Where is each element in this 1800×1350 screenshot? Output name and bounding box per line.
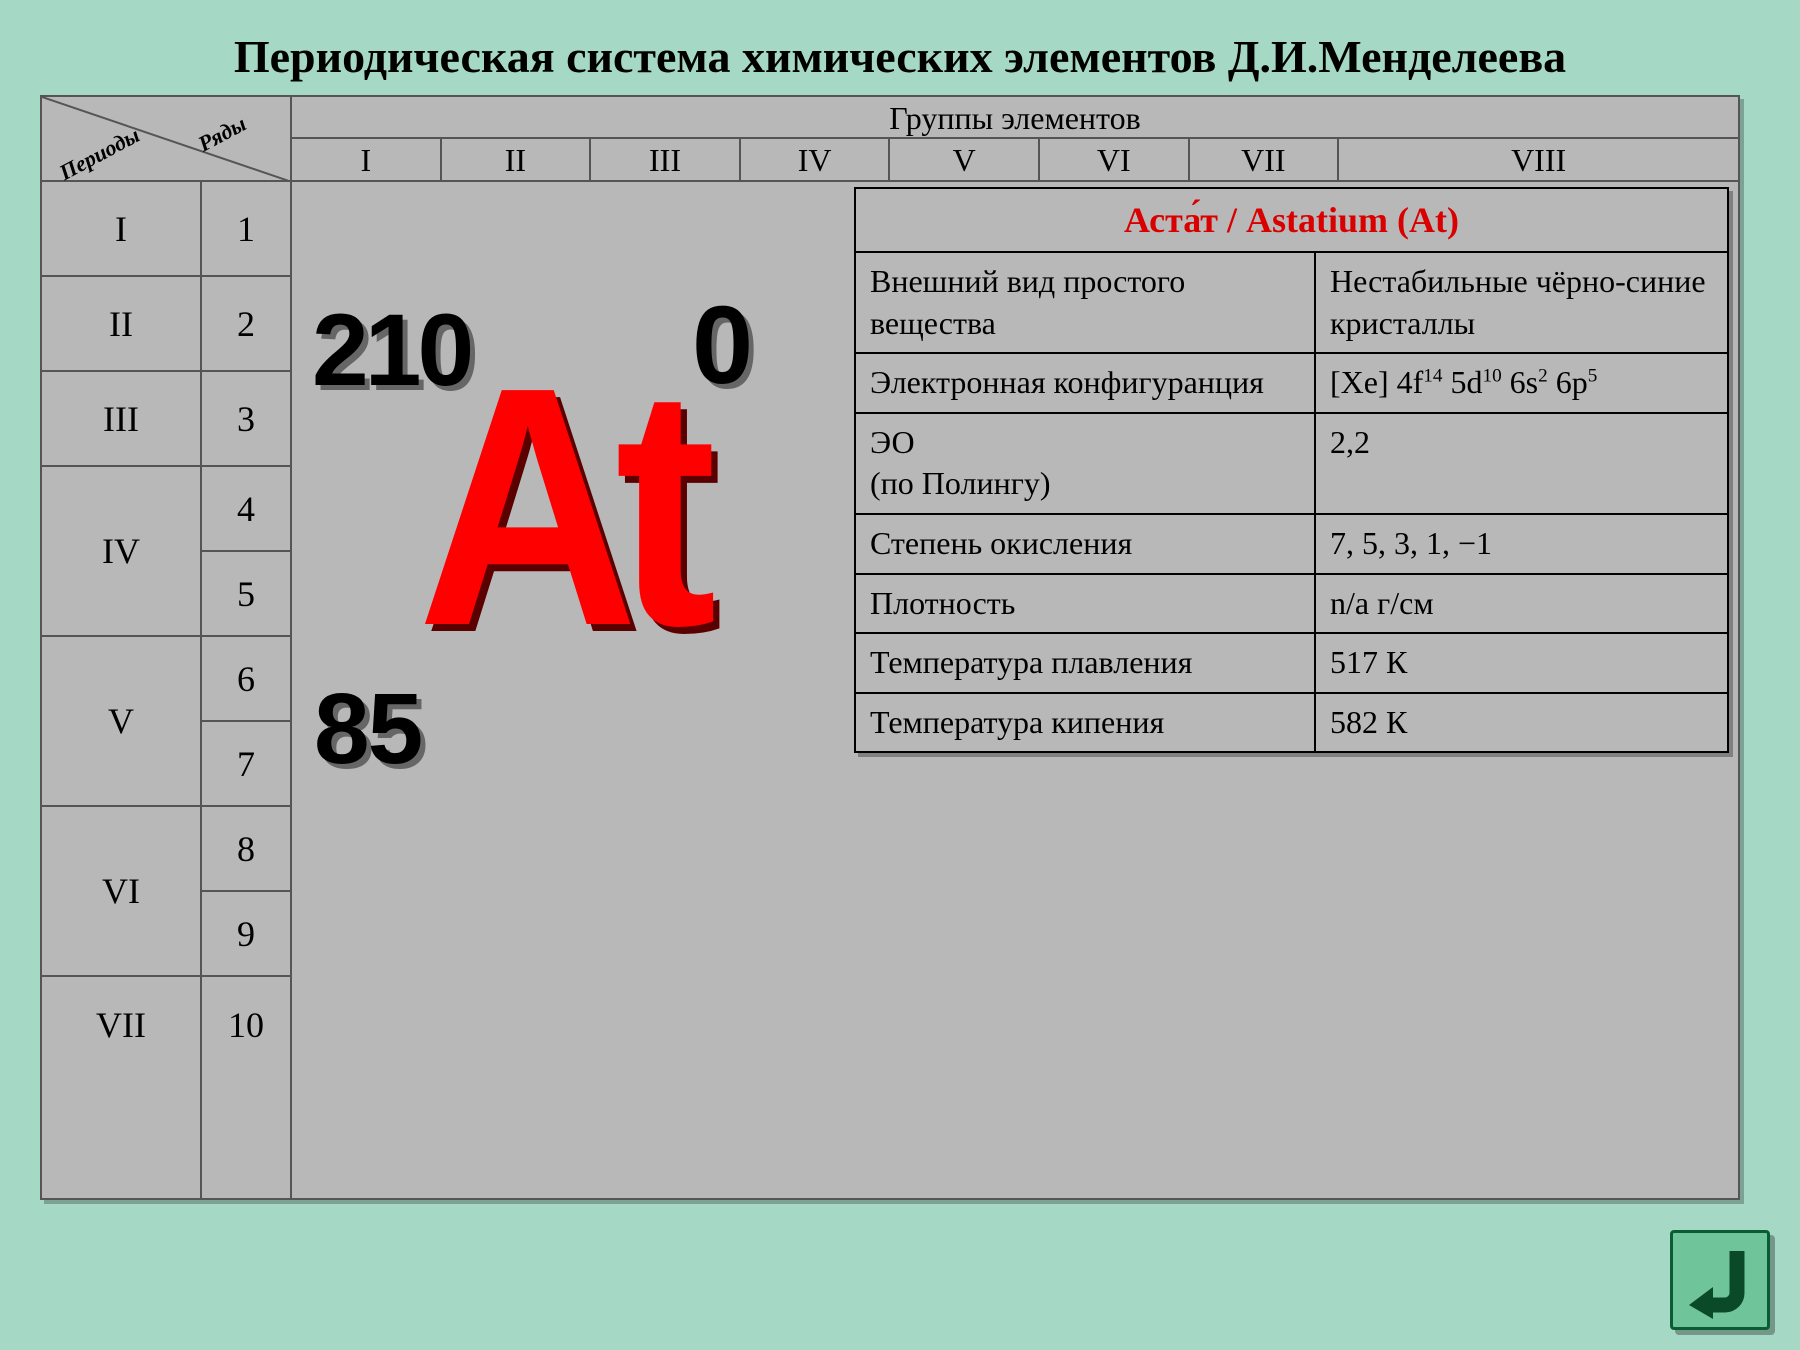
atomic-number: 85: [314, 672, 421, 787]
property-value: Нестабильные чёрно-синие кристаллы: [1316, 253, 1727, 352]
row-3: 3: [202, 372, 290, 467]
page-title: Периодическая система химических элемент…: [40, 30, 1760, 83]
row-2: 2: [202, 277, 290, 372]
row-4: 4: [202, 467, 290, 552]
row-1: 1: [202, 182, 290, 277]
rows-column: 12345678910: [202, 182, 292, 1198]
periods-column: IIIIIIIVVVIVII: [42, 182, 202, 1198]
groups-header: Группы элементов: [292, 97, 1738, 139]
property-value: [Xe] 4f14 5d10 6s2 6p5: [1316, 354, 1727, 412]
oxidation-zero: 0: [692, 282, 753, 409]
properties-title: Аста́т / Astatium (At): [856, 189, 1727, 253]
diagonal-header: Периоды Ряды: [42, 97, 292, 182]
group-header-V: V: [890, 139, 1040, 182]
period-I: I: [42, 182, 200, 277]
period-VII: VII: [42, 977, 200, 1072]
property-row: Электронная конфигуранция[Xe] 4f14 5d10 …: [856, 354, 1727, 414]
row-5: 5: [202, 552, 290, 637]
element-symbol: At: [417, 312, 693, 703]
group-header-IV: IV: [741, 139, 891, 182]
property-key: Степень окисления: [856, 515, 1316, 573]
row-7: 7: [202, 722, 290, 807]
property-value: 582 К: [1316, 694, 1727, 752]
property-row: Плотностьn/a г/см: [856, 575, 1727, 635]
group-header-VII: VII: [1190, 139, 1340, 182]
row-10: 10: [202, 977, 290, 1072]
property-row: Внешний вид простого веществаНестабильны…: [856, 253, 1727, 354]
row-8: 8: [202, 807, 290, 892]
group-header-II: II: [442, 139, 592, 182]
property-value: n/a г/см: [1316, 575, 1727, 633]
property-key: Плотность: [856, 575, 1316, 633]
periodic-frame: Периоды Ряды Группы элементов IIIIIIIVVV…: [40, 95, 1740, 1200]
period-V: V: [42, 637, 200, 807]
property-key: Внешний вид простого вещества: [856, 253, 1316, 352]
groups-row: IIIIIIIVVVIVIIVIII: [292, 139, 1738, 182]
row-9: 9: [202, 892, 290, 977]
row-6: 6: [202, 637, 290, 722]
property-row: ЭО(по Полингу)2,2: [856, 414, 1727, 515]
period-VI: VI: [42, 807, 200, 977]
property-key: Электронная конфигуранция: [856, 354, 1316, 412]
period-II: II: [42, 277, 200, 372]
property-row: Температура кипения582 К: [856, 694, 1727, 752]
property-row: Температура плавления517 К: [856, 634, 1727, 694]
period-III: III: [42, 372, 200, 467]
return-button[interactable]: [1670, 1230, 1770, 1330]
main-area: 210 0 At 85 Аста́т / Astatium (At) Внешн…: [292, 182, 1738, 1198]
group-header-I: I: [292, 139, 442, 182]
property-key: Температура кипения: [856, 694, 1316, 752]
property-key: ЭО(по Полингу): [856, 414, 1316, 513]
property-value: 2,2: [1316, 414, 1727, 513]
period-IV: IV: [42, 467, 200, 637]
property-value: 517 К: [1316, 634, 1727, 692]
group-header-VIII: VIII: [1339, 139, 1738, 182]
group-header-VI: VI: [1040, 139, 1190, 182]
property-key: Температура плавления: [856, 634, 1316, 692]
property-value: 7, 5, 3, 1, −1: [1316, 515, 1727, 573]
property-row: Степень окисления7, 5, 3, 1, −1: [856, 515, 1727, 575]
properties-table: Аста́т / Astatium (At) Внешний вид прост…: [854, 187, 1729, 753]
group-header-III: III: [591, 139, 741, 182]
return-icon: [1681, 1241, 1759, 1319]
